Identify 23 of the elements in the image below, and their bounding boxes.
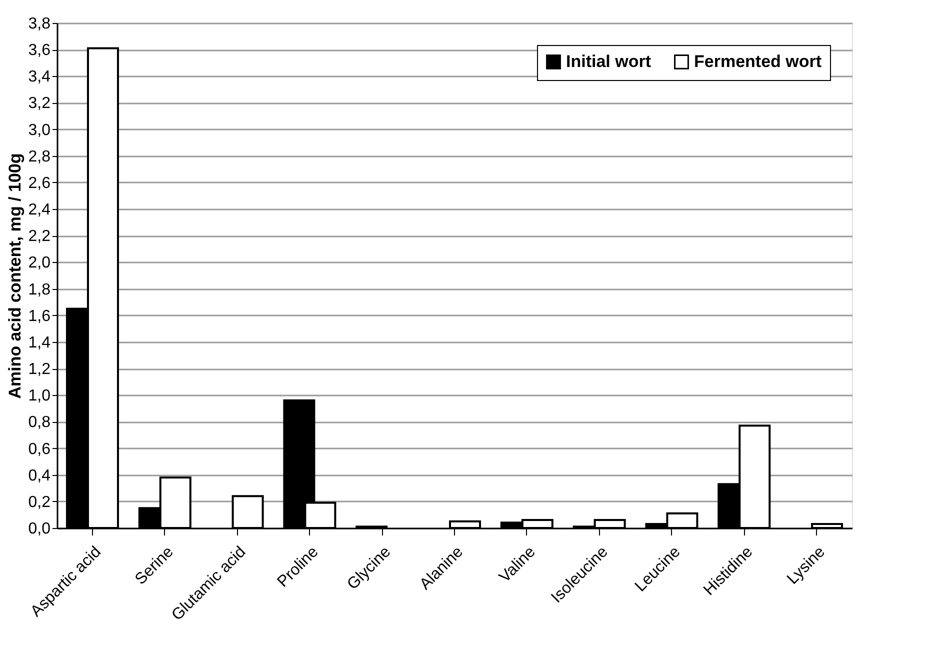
legend-label: Fermented wort	[694, 52, 822, 71]
y-tick-label: 1,6	[28, 308, 51, 325]
y-tick-label: 2,4	[28, 202, 51, 219]
y-tick-label: 0,0	[28, 520, 51, 538]
y-tick-label: 0,6	[28, 440, 51, 458]
y-tick-label: 0,2	[28, 494, 51, 511]
y-tick-label: 2,2	[28, 228, 51, 246]
y-tick-label: 2,8	[28, 148, 51, 166]
legend-label: Initial wort	[566, 52, 652, 71]
y-tick-label: 2,0	[28, 254, 51, 272]
y-tick-label: 3,4	[28, 68, 51, 86]
y-tick-label: 1,8	[28, 281, 51, 298]
y-tick-label: 1,4	[28, 334, 51, 352]
y-axis-title: Amino acid content, mg / 100g	[5, 153, 24, 399]
y-tick-label: 3,6	[28, 42, 51, 60]
y-tick-label: 3,2	[28, 95, 51, 112]
y-tick-label: 0,8	[28, 414, 51, 432]
y-tick-label: 1,0	[28, 388, 51, 405]
y-tick-label: 0,4	[28, 467, 51, 484]
y-tick-label: 3,0	[28, 122, 51, 139]
y-tick-label: 2,6	[28, 174, 51, 192]
y-tick-label: 3,8	[28, 16, 51, 32]
y-tick-label: 1,2	[28, 361, 51, 378]
